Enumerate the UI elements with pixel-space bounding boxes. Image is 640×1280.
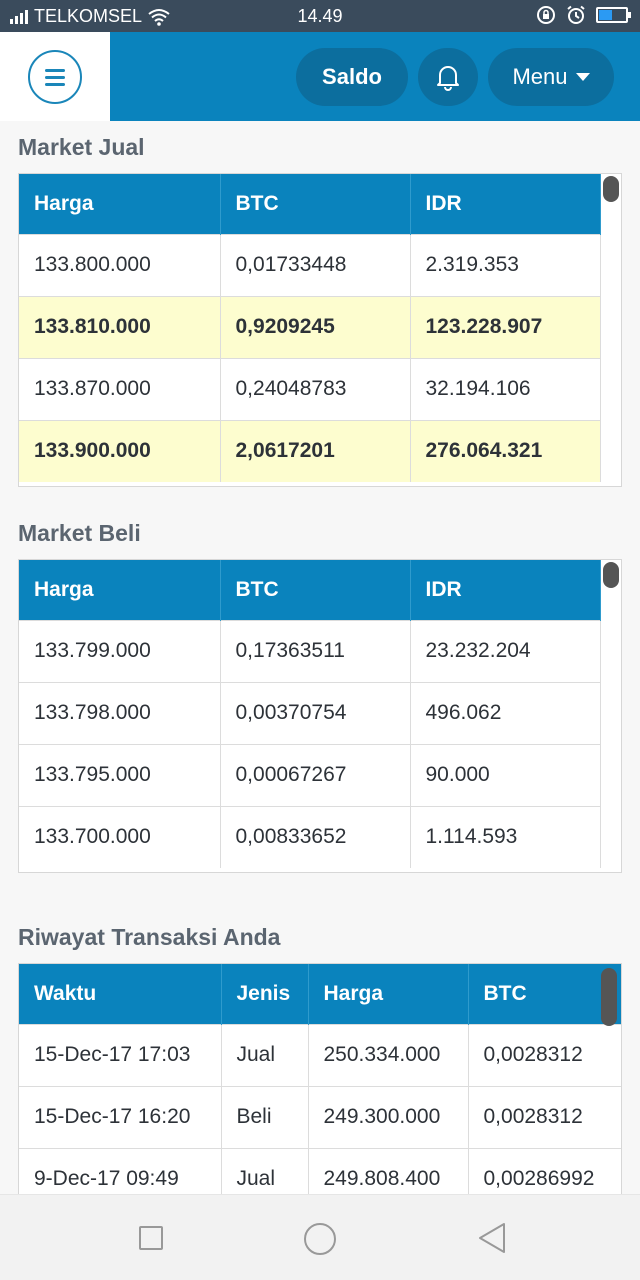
menu-label: Menu: [512, 64, 568, 89]
caret-down-icon: [575, 73, 590, 81]
table-cell: Beli: [221, 1085, 309, 1148]
table-cell: 0,0028312: [468, 1023, 621, 1086]
notifications-button[interactable]: [418, 48, 478, 106]
table-cell: 15-Dec-17 16:20: [19, 1085, 222, 1148]
table-cell: 250.334.000: [308, 1023, 469, 1086]
table-cell: 133.810.000: [19, 295, 221, 358]
market-jual-title: Market Jual: [18, 134, 145, 160]
table-cell: 0,01733448: [220, 233, 411, 296]
alarm-icon: [567, 5, 585, 24]
riwayat-title: Riwayat Transaksi Anda: [18, 924, 281, 950]
table-cell: 133.799.000: [19, 619, 221, 682]
riwayat-table[interactable]: Waktu Jenis Harga BTC 15-Dec-17 17:03 Jua…: [18, 963, 622, 1203]
column-header-idr[interactable]: IDR: [410, 560, 601, 620]
table-cell: 133.870.000: [19, 357, 221, 420]
table-row[interactable]: 133.798.000 0,00370754 496.062: [19, 681, 601, 744]
column-header-jenis[interactable]: Jenis: [221, 964, 309, 1024]
table-cell: 249.300.000: [308, 1085, 469, 1148]
table-cell: 0,00833652: [220, 805, 411, 868]
market-beli-title: Market Beli: [18, 520, 141, 546]
table-cell: 496.062: [410, 681, 601, 744]
table-row[interactable]: 133.870.000 0,24048783 32.194.106: [19, 357, 601, 420]
table-cell: 2,0617201: [220, 419, 411, 482]
app-header: Saldo Menu: [0, 32, 640, 121]
table-cell: 0,00067267: [220, 743, 411, 806]
clock: 14.49: [297, 6, 343, 26]
table-cell: 0,24048783: [220, 357, 411, 420]
table-cell: 133.798.000: [19, 681, 221, 744]
table-cell: 0,9209245: [220, 295, 411, 358]
carrier-name: TELKOMSEL: [34, 6, 143, 26]
table-row[interactable]: 133.799.000 0,17363511 23.232.204: [19, 619, 601, 682]
riwayat-scrollbar[interactable]: [601, 968, 617, 1026]
table-row[interactable]: 15-Dec-17 17:03 Jual 250.334.000 0,0028312: [19, 1023, 621, 1086]
column-header-waktu[interactable]: Waktu: [19, 964, 222, 1024]
header-menu-area: [0, 32, 110, 121]
column-header-harga[interactable]: Harga: [19, 560, 221, 620]
market-beli-table[interactable]: Harga BTC IDR 133.799.000 0,17363511 23.23…: [18, 559, 622, 873]
table-cell: 133.795.000: [19, 743, 221, 806]
table-row[interactable]: 133.800.000 0,01733448 2.319.353: [19, 233, 601, 296]
saldo-button[interactable]: Saldo: [296, 48, 408, 106]
table-cell: 1.114.593: [410, 805, 601, 868]
table-cell: 0,00370754: [220, 681, 411, 744]
back-icon[interactable]: [476, 1221, 508, 1255]
table-cell: 133.700.000: [19, 805, 221, 868]
table-row[interactable]: 133.795.000 0,00067267 90.000: [19, 743, 601, 806]
table-cell: 276.064.321: [410, 419, 601, 482]
signal-icon: [10, 9, 28, 24]
market-jual-scrollbar[interactable]: [603, 176, 619, 202]
table-cell: 2.319.353: [410, 233, 601, 296]
bell-icon: [437, 66, 459, 91]
table-cell: 15-Dec-17 17:03: [19, 1023, 222, 1086]
recents-icon[interactable]: [139, 1226, 163, 1250]
table-cell: 249.808.400: [308, 1147, 469, 1202]
system-nav-bar: [0, 1194, 640, 1280]
column-header-btc[interactable]: BTC: [220, 560, 411, 620]
column-header-harga[interactable]: Harga: [308, 964, 469, 1024]
table-row[interactable]: 133.700.000 0,00833652 1.114.593: [19, 805, 601, 868]
table-row[interactable]: 133.900.000 2,0617201 276.064.321: [19, 419, 601, 482]
column-header-idr[interactable]: IDR: [410, 174, 601, 234]
battery-icon: [596, 7, 631, 23]
table-row[interactable]: 133.810.000 0,9209245 123.228.907: [19, 295, 601, 358]
market-beli-scrollbar[interactable]: [603, 562, 619, 588]
table-cell: 133.800.000: [19, 233, 221, 296]
table-cell: 90.000: [410, 743, 601, 806]
menu-dropdown-button[interactable]: Menu: [488, 48, 614, 106]
status-bar: TELKOMSEL 14.49: [0, 0, 640, 32]
table-cell: 0,17363511: [220, 619, 411, 682]
table-cell: 32.194.106: [410, 357, 601, 420]
table-cell: Jual: [221, 1147, 309, 1202]
table-cell: Jual: [221, 1023, 309, 1086]
table-cell: 0,0028312: [468, 1085, 621, 1148]
table-cell: 123.228.907: [410, 295, 601, 358]
market-jual-table[interactable]: Harga BTC IDR 133.800.000 0,01733448 2.319…: [18, 173, 622, 487]
table-cell: 9-Dec-17 09:49: [19, 1147, 222, 1202]
table-cell: 0,00286992: [468, 1147, 621, 1202]
table-row[interactable]: 9-Dec-17 09:49 Jual 249.808.400 0,00286992: [19, 1147, 621, 1202]
wifi-icon: [148, 8, 170, 26]
table-cell: 133.900.000: [19, 419, 221, 482]
table-cell: 23.232.204: [410, 619, 601, 682]
hamburger-icon[interactable]: [28, 50, 82, 104]
home-icon[interactable]: [304, 1223, 336, 1255]
rotation-lock-icon: [537, 6, 555, 24]
column-header-harga[interactable]: Harga: [19, 174, 221, 234]
column-header-btc[interactable]: BTC: [468, 964, 621, 1024]
column-header-btc[interactable]: BTC: [220, 174, 411, 234]
table-row[interactable]: 15-Dec-17 16:20 Beli 249.300.000 0,0028312: [19, 1085, 621, 1148]
